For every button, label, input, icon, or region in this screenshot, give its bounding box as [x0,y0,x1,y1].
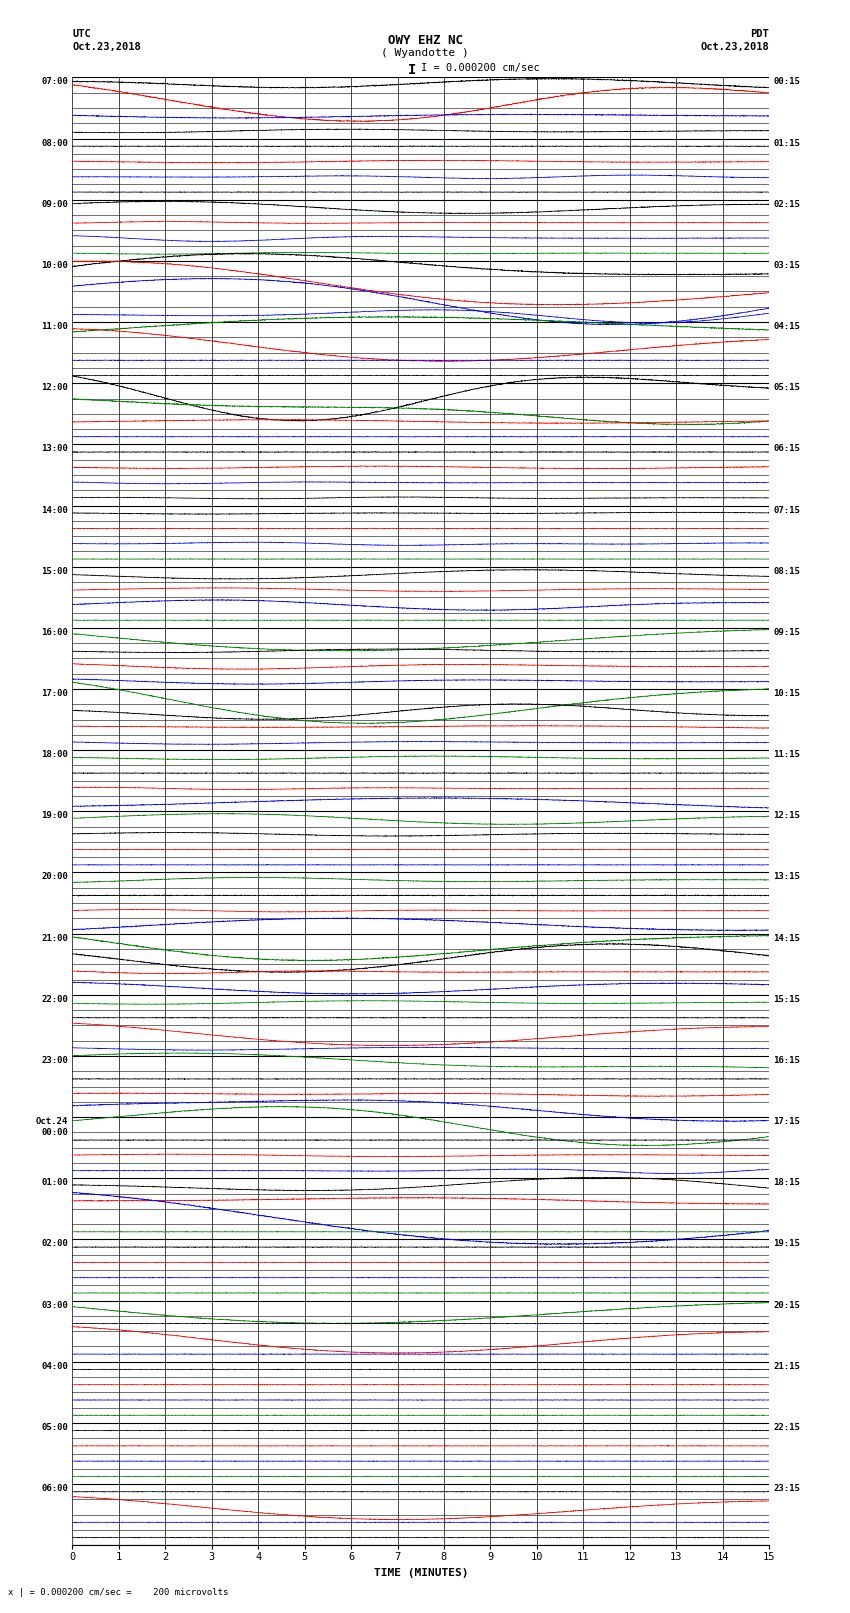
Text: 09:00: 09:00 [41,200,68,208]
Text: 12:15: 12:15 [774,811,801,821]
Text: 15:00: 15:00 [41,566,68,576]
Text: 20:15: 20:15 [774,1300,801,1310]
Text: 14:15: 14:15 [774,934,801,942]
Text: 05:00: 05:00 [41,1423,68,1432]
X-axis label: TIME (MINUTES): TIME (MINUTES) [373,1568,468,1578]
Text: 18:15: 18:15 [774,1177,801,1187]
Text: 03:00: 03:00 [41,1300,68,1310]
Text: 19:00: 19:00 [41,811,68,821]
Text: 01:00: 01:00 [41,1177,68,1187]
Text: I: I [408,63,416,77]
Text: 05:15: 05:15 [774,384,801,392]
Text: 10:15: 10:15 [774,689,801,698]
Text: 06:15: 06:15 [774,445,801,453]
Text: 04:00: 04:00 [41,1361,68,1371]
Text: 22:00: 22:00 [41,995,68,1003]
Text: 22:15: 22:15 [774,1423,801,1432]
Text: 07:15: 07:15 [774,505,801,515]
Text: Oct.24
00:00: Oct.24 00:00 [36,1118,68,1137]
Text: 00:15: 00:15 [774,77,801,87]
Text: 10:00: 10:00 [41,261,68,269]
Text: 19:15: 19:15 [774,1239,801,1248]
Text: 20:00: 20:00 [41,873,68,881]
Text: 02:00: 02:00 [41,1239,68,1248]
Text: 01:15: 01:15 [774,139,801,147]
Text: 23:00: 23:00 [41,1057,68,1065]
Text: 08:00: 08:00 [41,139,68,147]
Text: 12:00: 12:00 [41,384,68,392]
Text: 08:15: 08:15 [774,566,801,576]
Text: 11:15: 11:15 [774,750,801,760]
Text: 09:15: 09:15 [774,627,801,637]
Text: ( Wyandotte ): ( Wyandotte ) [381,48,469,58]
Text: 23:15: 23:15 [774,1484,801,1494]
Text: PDT: PDT [751,29,769,39]
Text: I = 0.000200 cm/sec: I = 0.000200 cm/sec [421,63,540,73]
Text: OWY EHZ NC: OWY EHZ NC [388,34,462,47]
Text: 13:15: 13:15 [774,873,801,881]
Text: 06:00: 06:00 [41,1484,68,1494]
Text: 07:00: 07:00 [41,77,68,87]
Text: 21:15: 21:15 [774,1361,801,1371]
Text: x | = 0.000200 cm/sec =    200 microvolts: x | = 0.000200 cm/sec = 200 microvolts [8,1587,229,1597]
Text: 13:00: 13:00 [41,445,68,453]
Text: 17:00: 17:00 [41,689,68,698]
Text: 11:00: 11:00 [41,323,68,331]
Text: 16:15: 16:15 [774,1057,801,1065]
Text: 14:00: 14:00 [41,505,68,515]
Text: 16:00: 16:00 [41,627,68,637]
Text: 03:15: 03:15 [774,261,801,269]
Text: 21:00: 21:00 [41,934,68,942]
Text: Oct.23,2018: Oct.23,2018 [72,42,141,52]
Text: 18:00: 18:00 [41,750,68,760]
Text: Oct.23,2018: Oct.23,2018 [700,42,769,52]
Text: UTC: UTC [72,29,91,39]
Text: 02:15: 02:15 [774,200,801,208]
Text: 17:15: 17:15 [774,1118,801,1126]
Text: 15:15: 15:15 [774,995,801,1003]
Text: 04:15: 04:15 [774,323,801,331]
